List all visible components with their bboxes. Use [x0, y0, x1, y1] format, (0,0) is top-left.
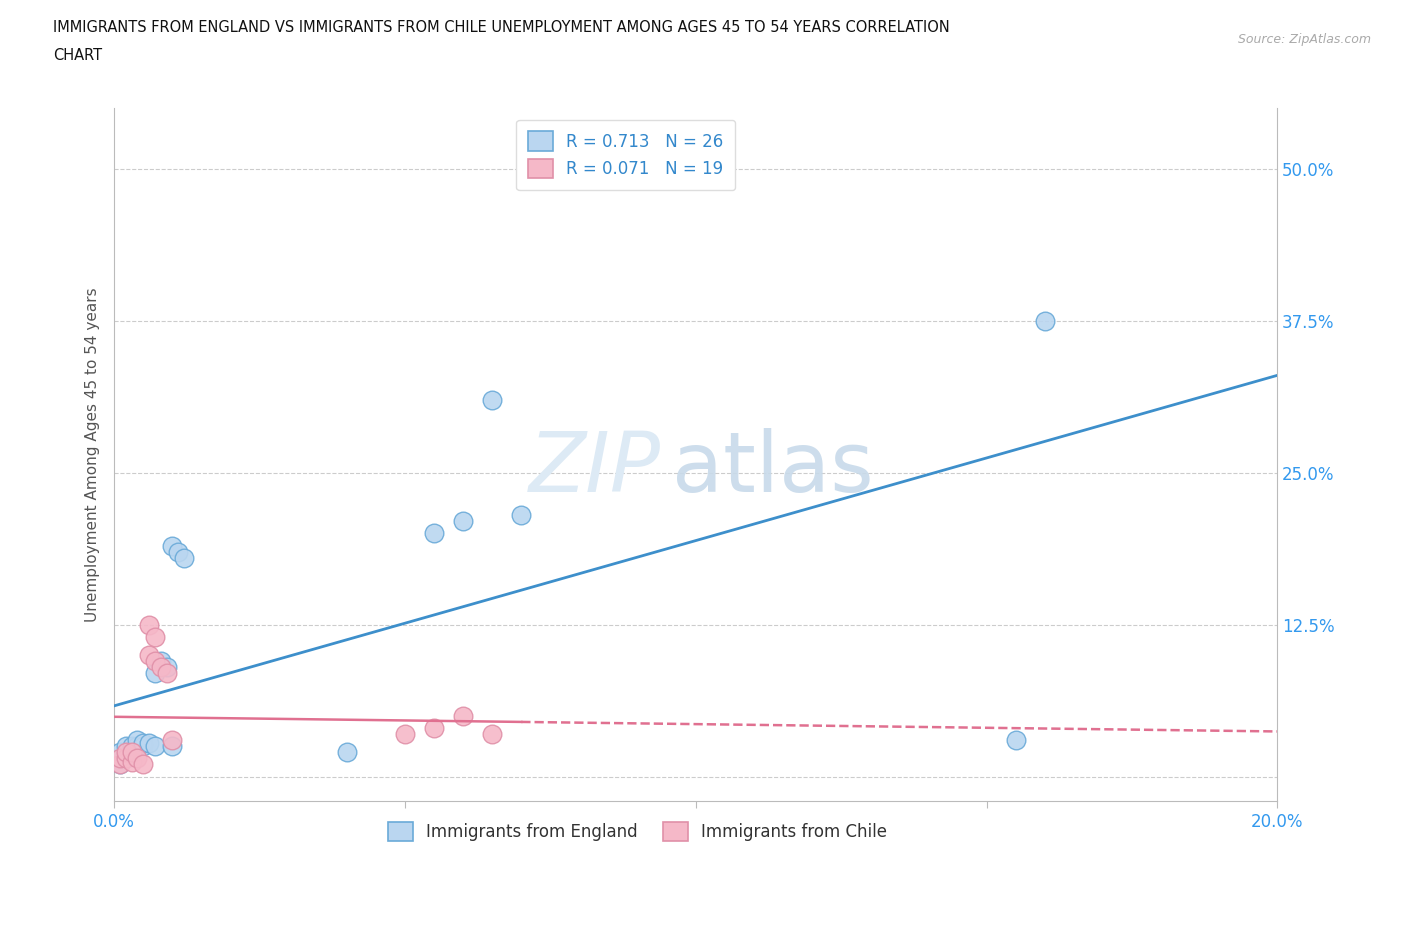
Point: [114, 751, 136, 765]
Point: [108, 745, 131, 760]
Point: [114, 745, 136, 760]
Point: [127, 751, 149, 765]
Point: [132, 757, 155, 772]
Text: CHART: CHART: [53, 48, 103, 63]
Text: IMMIGRANTS FROM ENGLAND VS IMMIGRANTS FROM CHILE UNEMPLOYMENT AMONG AGES 45 TO 5: IMMIGRANTS FROM ENGLAND VS IMMIGRANTS FR…: [53, 20, 950, 35]
Point: [451, 709, 474, 724]
Point: [143, 738, 166, 753]
Point: [127, 738, 149, 753]
Point: [510, 508, 533, 523]
Point: [143, 630, 166, 644]
Point: [481, 726, 503, 741]
Point: [114, 738, 136, 753]
Point: [481, 392, 503, 407]
Point: [138, 618, 160, 632]
Point: [143, 666, 166, 681]
Point: [336, 745, 359, 760]
Point: [155, 666, 177, 681]
Point: [121, 754, 143, 769]
Point: [149, 654, 172, 669]
Point: [167, 544, 190, 559]
Point: [1033, 313, 1056, 328]
Point: [173, 551, 195, 565]
Point: [423, 526, 446, 541]
Point: [162, 738, 184, 753]
Text: ZIP: ZIP: [529, 428, 661, 509]
Text: Source: ZipAtlas.com: Source: ZipAtlas.com: [1237, 33, 1371, 46]
Legend: Immigrants from England, Immigrants from Chile: Immigrants from England, Immigrants from…: [381, 816, 894, 848]
Point: [138, 735, 160, 750]
Point: [162, 733, 184, 748]
Point: [162, 538, 184, 553]
Point: [132, 735, 155, 750]
Point: [143, 654, 166, 669]
Point: [108, 757, 131, 772]
Point: [121, 745, 143, 760]
Point: [451, 514, 474, 529]
Point: [114, 751, 136, 765]
Y-axis label: Unemployment Among Ages 45 to 54 years: Unemployment Among Ages 45 to 54 years: [86, 287, 100, 622]
Point: [138, 647, 160, 662]
Text: atlas: atlas: [672, 428, 875, 509]
Point: [127, 733, 149, 748]
Point: [108, 757, 131, 772]
Point: [121, 745, 143, 760]
Point: [121, 738, 143, 753]
Point: [149, 659, 172, 674]
Point: [108, 751, 131, 765]
Point: [155, 659, 177, 674]
Point: [132, 738, 155, 753]
Point: [1004, 733, 1026, 748]
Point: [394, 726, 416, 741]
Point: [423, 721, 446, 736]
